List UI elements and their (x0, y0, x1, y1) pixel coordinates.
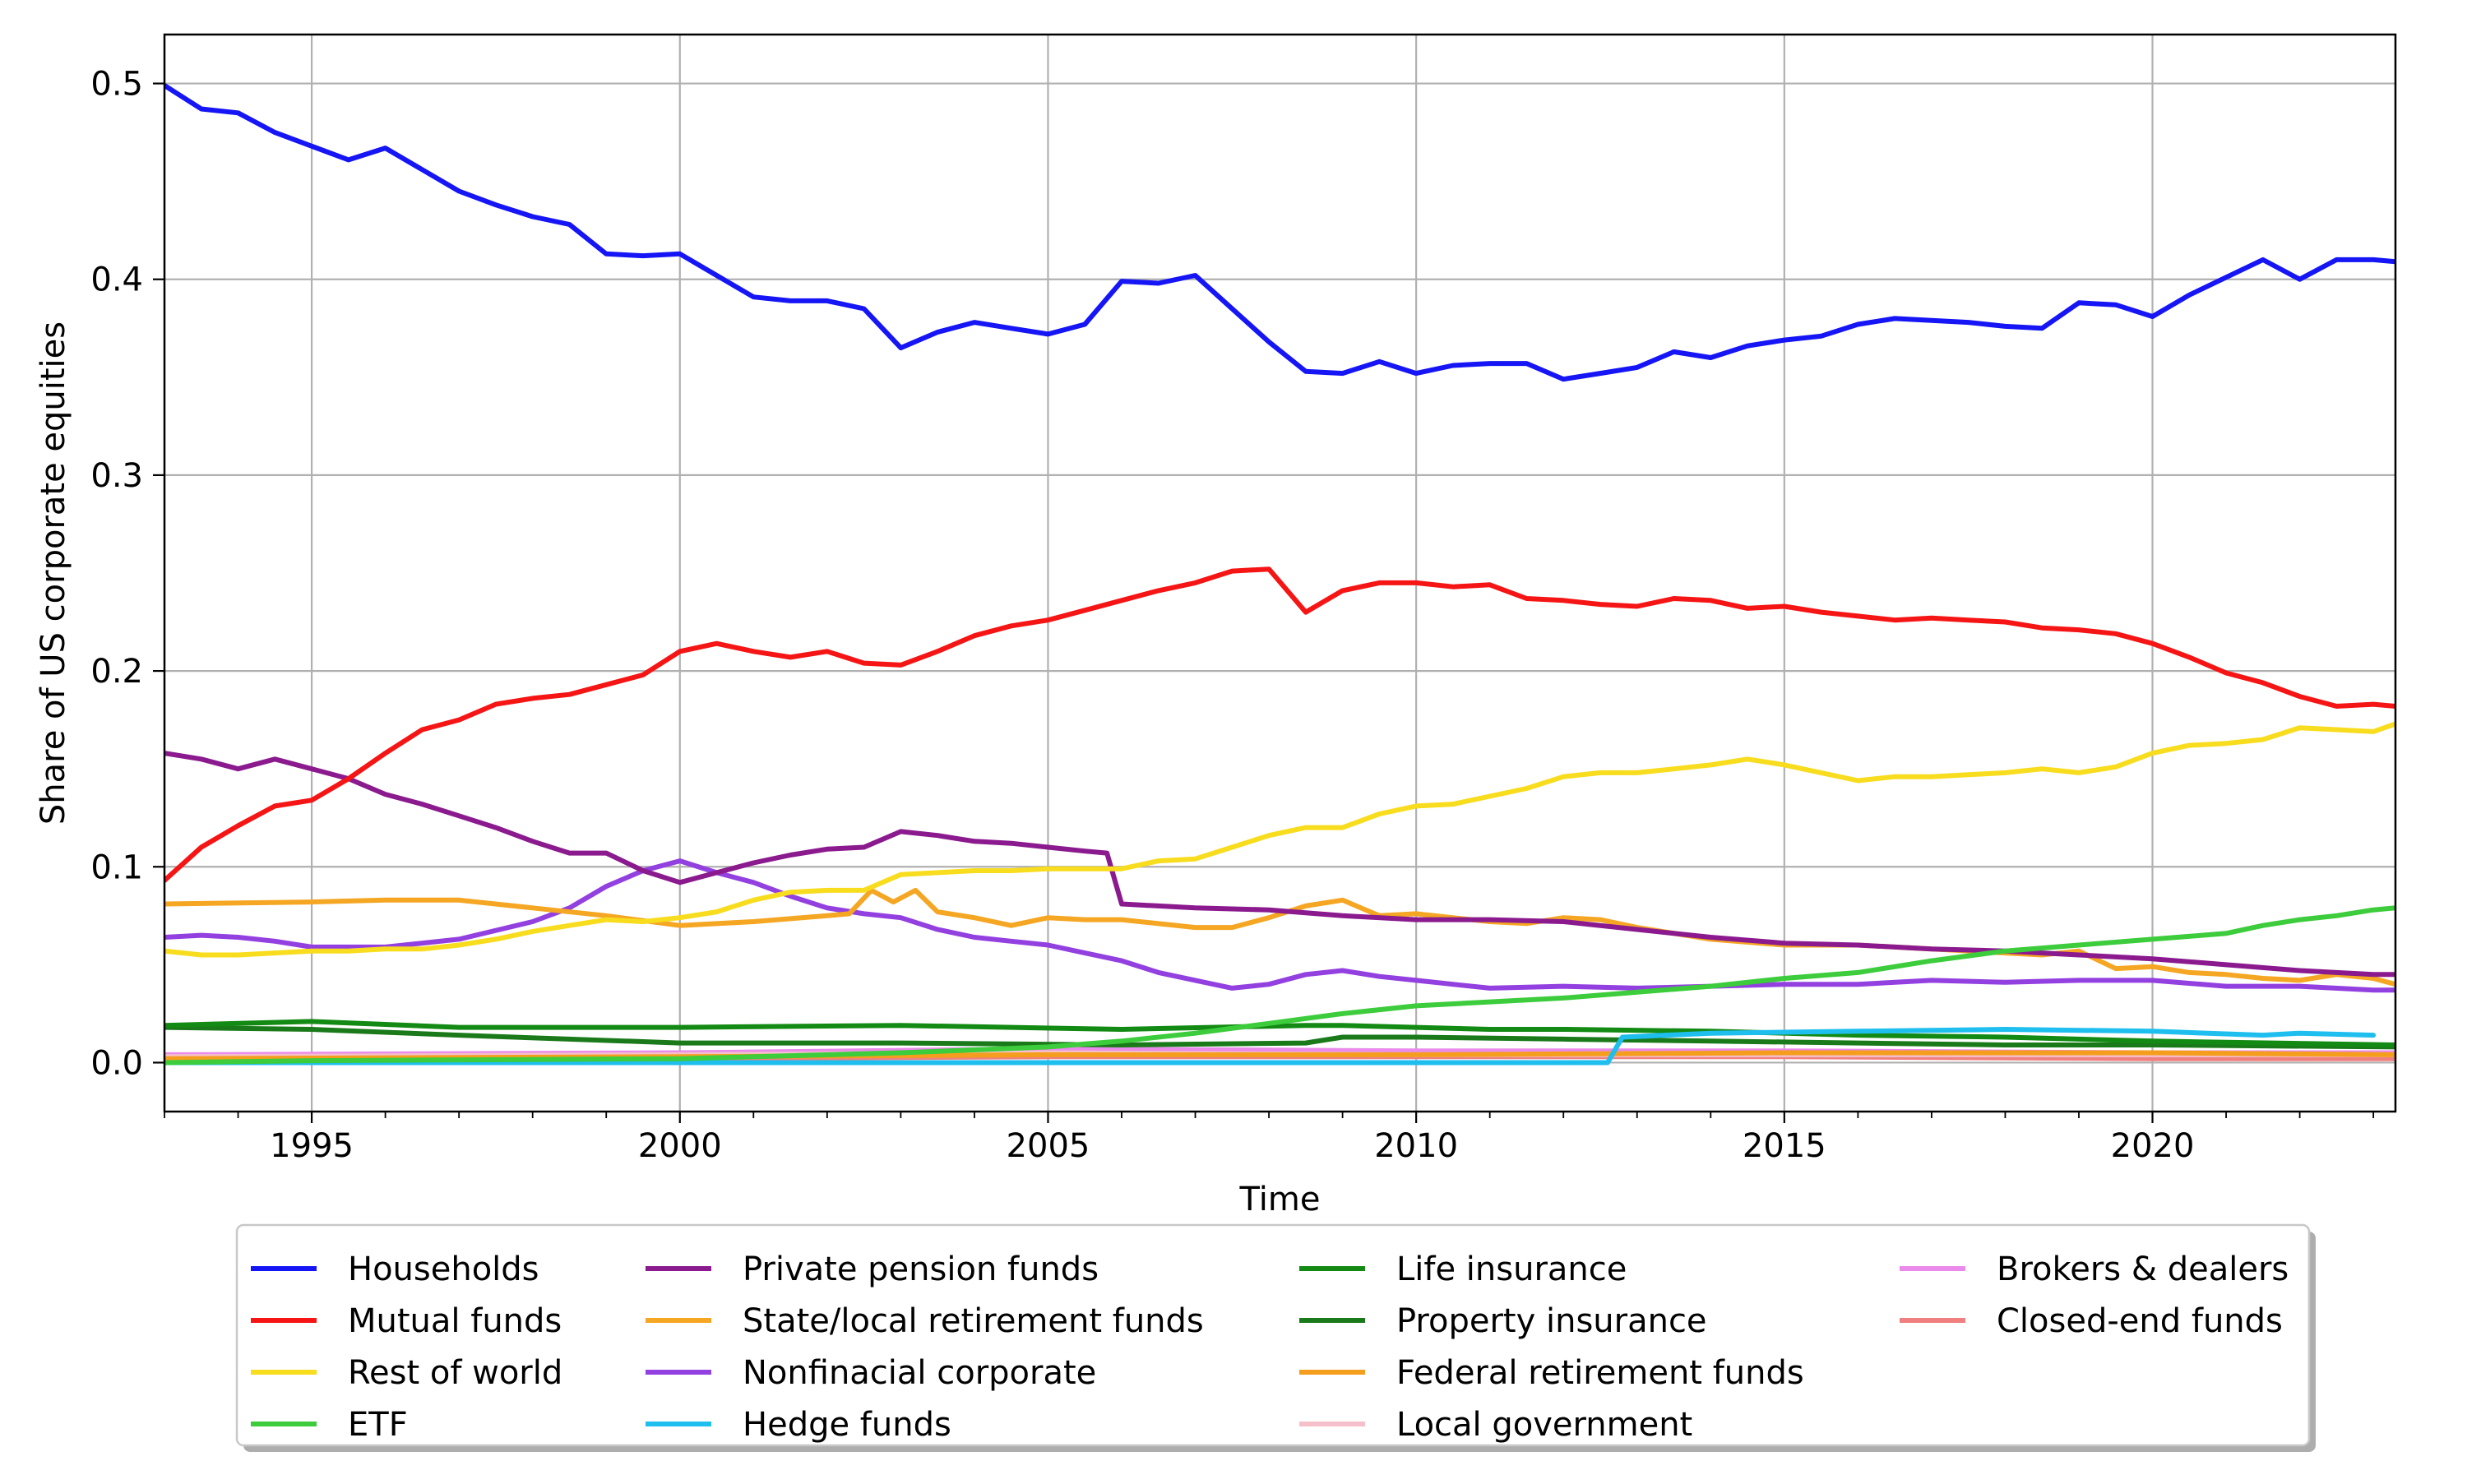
legend-box (235, 1223, 2311, 1447)
x-axis-label: Time (1239, 1181, 1321, 1218)
series-line-private-pension-funds (164, 751, 2395, 978)
legend-label-federal-retirement-funds: Federal retirement funds (1396, 1354, 1804, 1392)
y-tick-label: 0.2 (90, 653, 143, 691)
legend-label-hedge-funds: Hedge funds (743, 1406, 951, 1444)
y-tick-label: 0.3 (90, 457, 143, 495)
series-lines (164, 82, 2395, 1066)
y-axis-label: Share of US corporate equities (35, 321, 72, 825)
axis-ticks: 1995 2000 2005 2010 2015 2020 0.0 0.1 0.2 0.3 0.4 0… (90, 66, 2375, 1165)
x-tick-label: 2015 (1743, 1127, 1826, 1165)
series-line-households (164, 82, 2395, 382)
x-tick-label: 1995 (270, 1127, 354, 1165)
legend-label-etf: ETF (348, 1406, 408, 1444)
legend-label-life-insurance: Life insurance (1396, 1251, 1627, 1288)
x-tick-label: 2020 (2111, 1127, 2195, 1165)
series-line-mutual-funds (164, 566, 2395, 883)
plot-frame (163, 33, 2397, 1113)
legend-label-state-local-retirement-funds: State/local retirement funds (743, 1302, 1204, 1340)
y-tick-label: 0.1 (90, 848, 143, 886)
legend-label-private-pension-funds: Private pension funds (743, 1251, 1099, 1288)
legend-label-households: Households (348, 1251, 539, 1288)
series-line-life-insurance (164, 1019, 2395, 1047)
y-tick-label: 0.4 (90, 261, 143, 299)
legend-label-mutual-funds: Mutual funds (348, 1302, 562, 1340)
legend-label-property-insurance: Property insurance (1396, 1302, 1707, 1340)
legend-label-brokers-dealers: Brokers & dealers (1997, 1251, 2289, 1288)
legend-label-nonfinacial-corporate: Nonfinacial corporate (743, 1354, 1096, 1392)
x-tick-label: 2000 (638, 1127, 722, 1165)
series-line-hedge-funds (164, 1027, 2377, 1066)
legend-label-local-government: Local government (1396, 1406, 1692, 1444)
y-tick-label: 0.0 (90, 1044, 143, 1082)
series-line-state-local-retirement-funds (164, 887, 2395, 987)
legend-label-rest-of-world: Rest of world (348, 1354, 562, 1392)
series-line-property-insurance (164, 1024, 2395, 1050)
series-line-etf (164, 905, 2395, 1066)
legend: Households Mutual funds Rest of world ETF Pr… (235, 1223, 2316, 1452)
legend-label-closed-end-funds: Closed-end funds (1997, 1302, 2283, 1340)
grid-lines (164, 35, 2395, 1112)
y-tick-label: 0.5 (90, 66, 143, 104)
x-tick-label: 2005 (1007, 1127, 1090, 1165)
series-line-rest-of-world (164, 721, 2395, 958)
x-tick-label: 2010 (1374, 1127, 1458, 1165)
